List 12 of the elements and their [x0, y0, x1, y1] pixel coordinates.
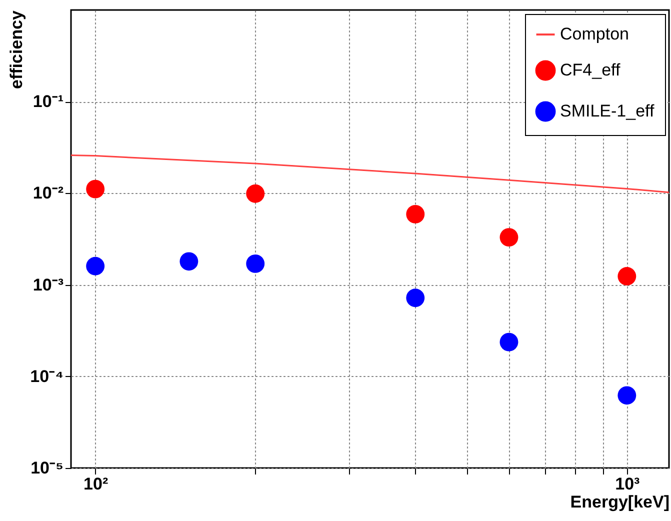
y-tick-label: 10⁻¹ — [32, 92, 64, 112]
y-tick-label: 10⁻² — [32, 184, 64, 203]
y-tick-label: 10⁻³ — [32, 275, 64, 294]
x-tick-label: 10² — [84, 474, 108, 494]
legend-label: CF4_eff — [560, 60, 620, 80]
y-tick-label: 10⁻⁵ — [30, 458, 64, 478]
x-axis-title: Energy[keV] — [570, 492, 670, 512]
y-axis-title: efficiency — [7, 10, 26, 89]
y-tick-label: 10⁻⁴ — [30, 366, 64, 386]
legend-label: SMILE-1_eff — [560, 102, 654, 120]
x-tick-label: 10³ — [615, 474, 640, 494]
legend-label: Compton — [560, 24, 629, 44]
